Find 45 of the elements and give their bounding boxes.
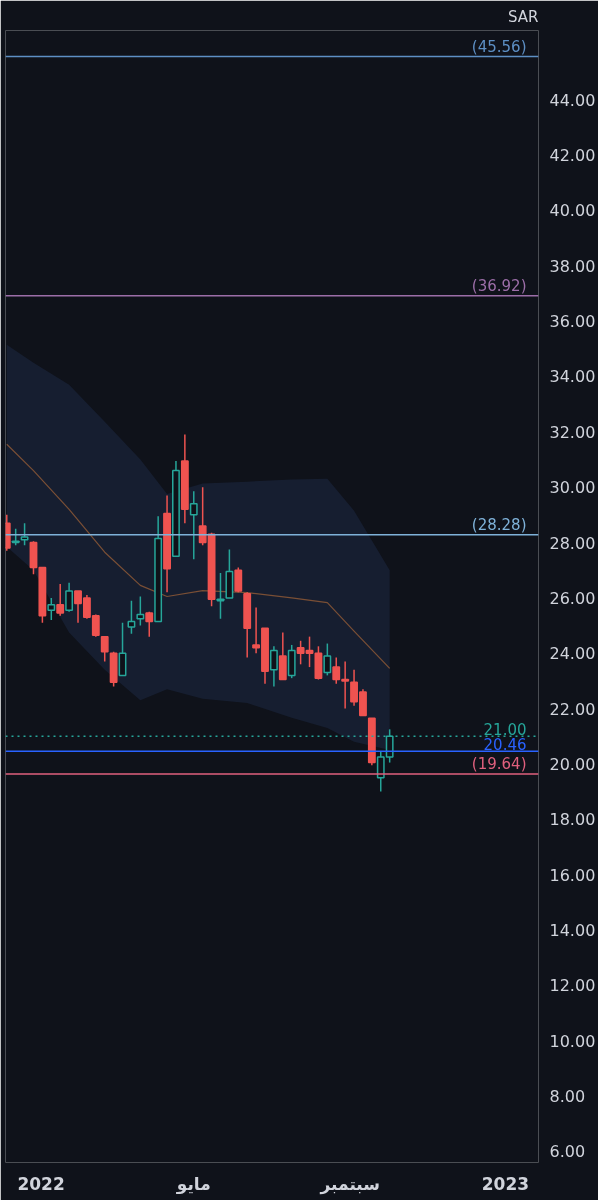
candlestick: [145, 610, 154, 638]
candlestick: [234, 566, 243, 594]
y-tick-label: 22.00: [549, 699, 596, 719]
x-tick-label: مايو: [175, 1173, 211, 1195]
candlestick: [269, 645, 278, 688]
candlestick: [323, 642, 332, 677]
y-tick-label: 16.00: [549, 865, 596, 885]
y-tick-label: 40.00: [549, 201, 596, 221]
y-tick-label: 6.00: [549, 1142, 586, 1162]
candlestick: [47, 597, 56, 621]
ref-line-label: (36.92): [471, 276, 527, 295]
ref-line-label: (45.56): [471, 37, 527, 56]
y-tick-label: 14.00: [549, 921, 596, 941]
candlestick: [100, 635, 109, 663]
candlestick: [65, 581, 74, 613]
ref-line-label: (28.28): [471, 515, 527, 534]
y-tick-label: 42.00: [549, 146, 596, 166]
y-tick-label: 36.00: [549, 312, 596, 332]
candlestick: [136, 595, 145, 627]
y-tick-label: 30.00: [549, 478, 596, 498]
candlestick: [278, 631, 287, 681]
y-tick-label: 10.00: [549, 1031, 596, 1051]
candlestick: [127, 599, 136, 635]
x-tick-label: 2022: [17, 1173, 65, 1194]
y-tick-label: 44.00: [549, 90, 596, 110]
y-tick-label: 34.00: [549, 367, 596, 387]
candlestick: [118, 622, 127, 677]
y-tick-label: 20.00: [549, 754, 596, 774]
y-tick-label: 12.00: [549, 976, 596, 996]
y-tick-label: 28.00: [549, 533, 596, 553]
candlestick: [20, 522, 29, 547]
y-tick-label: 26.00: [549, 588, 596, 608]
text: SAR: [508, 7, 539, 26]
y-tick-label: 18.00: [549, 810, 596, 830]
y-tick-label: 38.00: [549, 256, 596, 276]
y-tick-label: 8.00: [549, 1087, 586, 1107]
ref-line-label: (19.64): [471, 754, 527, 773]
x-tick-label: سبتمبر: [319, 1173, 380, 1195]
y-tick-label: 32.00: [549, 422, 596, 442]
candlestick: [56, 583, 65, 617]
candlestick: [189, 490, 198, 560]
ref-line-label: 20.46: [483, 736, 527, 755]
line-series: [6, 443, 391, 670]
x-tick-label: 2023: [481, 1173, 530, 1194]
y-tick-label: 24.00: [549, 644, 596, 664]
